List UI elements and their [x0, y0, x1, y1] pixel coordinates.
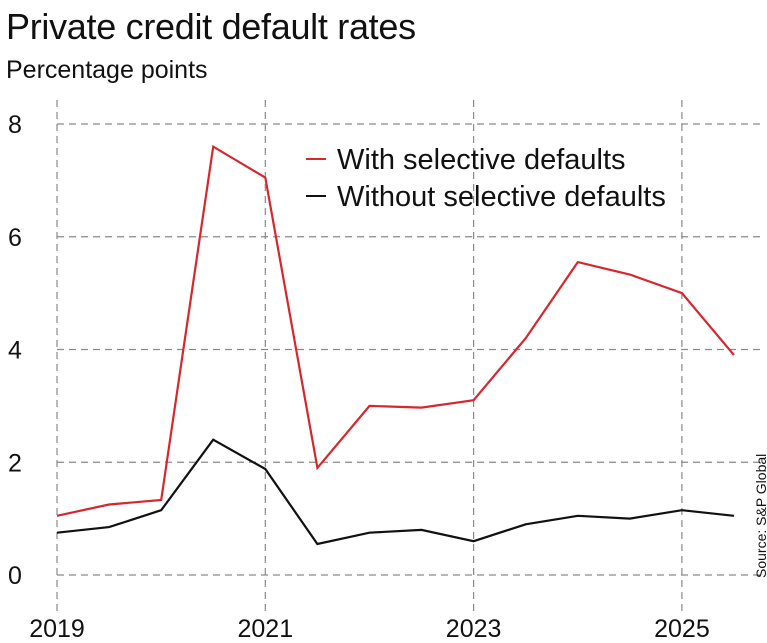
legend: With selective defaults Without selective…	[306, 144, 666, 213]
y-tick-label: 2	[8, 449, 22, 477]
source-note: Source: S&P Global	[753, 454, 767, 578]
x-tick-label: 2023	[446, 615, 502, 643]
y-tick-label: 0	[8, 562, 22, 590]
legend-label: Without selective defaults	[337, 181, 666, 213]
y-tick-label: 4	[8, 337, 22, 365]
x-tick-label: 2019	[29, 615, 85, 643]
chart-title: Private credit default rates	[6, 6, 416, 47]
legend-label: With selective defaults	[337, 144, 626, 176]
y-tick-label: 8	[8, 111, 22, 139]
grid	[56, 100, 764, 615]
chart-subtitle: Percentage points	[6, 56, 208, 84]
x-tick-label: 2025	[654, 615, 710, 643]
series-line-with-selective-defaults	[56, 144, 735, 517]
y-tick-label: 6	[8, 224, 22, 252]
series-line-without-selective-defaults	[56, 438, 735, 546]
series-lines	[56, 144, 735, 546]
tick-labels: 0 2 4 6 8 2019 2021 2023 2025	[8, 111, 710, 643]
x-tick-label: 2021	[237, 615, 293, 643]
